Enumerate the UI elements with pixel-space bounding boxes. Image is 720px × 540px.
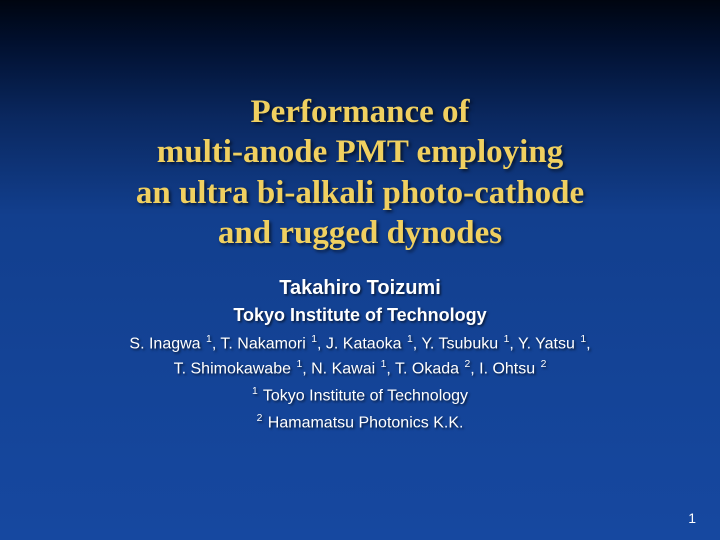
presenter-name: Takahiro Toizumi [279,277,441,300]
coauthors-line-1: S. Inagwa 1, T. Nakamori 1, J. Kataoka 1… [129,332,590,357]
presenter-affiliation: Tokyo Institute of Technology [233,305,486,326]
affiliation-1: 1 Tokyo Institute of Technology [252,384,468,409]
affiliation-2: 2 Hamamatsu Photonics K.K. [257,411,464,436]
slide: Performance of multi-anode PMT employing… [0,0,720,540]
page-number: 1 [688,510,696,526]
coauthors-line-2: T. Shimokawabe 1, N. Kawai 1, T. Okada 2… [174,357,547,382]
slide-title: Performance of multi-anode PMT employing… [136,92,584,253]
